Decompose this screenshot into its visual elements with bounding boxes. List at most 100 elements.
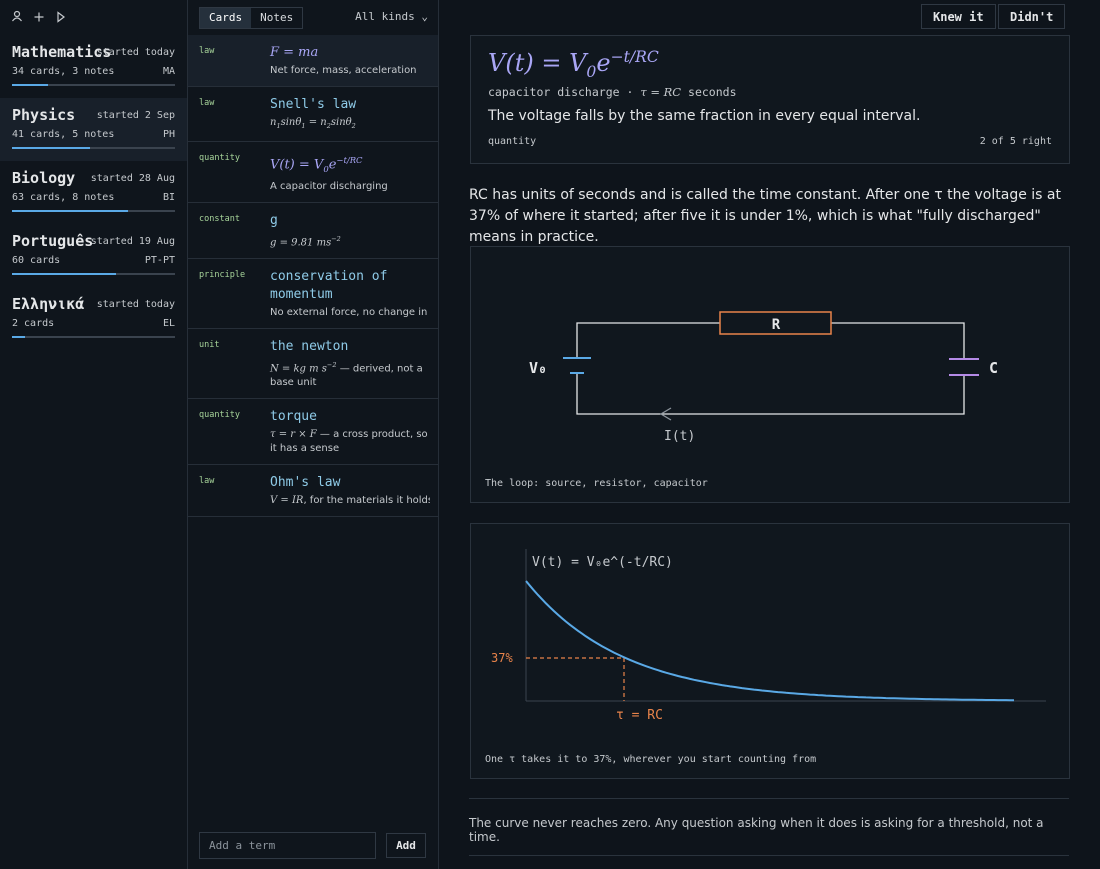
card-row[interactable]: principle conservation of momentum No exte… xyxy=(188,259,438,329)
card-kind: law xyxy=(199,46,215,56)
card-row[interactable]: constant g g = 9.81 ms−2 xyxy=(188,203,438,260)
add-button[interactable]: Add xyxy=(386,833,426,858)
deck-row[interactable]: Ελληνικά started today 2 cards EL xyxy=(0,287,187,350)
didnt-button[interactable]: Didn't xyxy=(998,4,1066,29)
deck-count: 41 cards, 5 notes xyxy=(12,129,115,140)
deck-count: 63 cards, 8 notes xyxy=(12,192,115,203)
level-label: 37% xyxy=(491,651,513,665)
progress-track xyxy=(12,336,175,338)
math-part: −2 xyxy=(326,361,337,369)
card-row[interactable]: law Ohm's law V = IR, for the materials it… xyxy=(188,465,438,517)
source-label: V₀ xyxy=(529,359,547,377)
card-term: Snell's law xyxy=(270,97,357,112)
deck-name: Mathematics xyxy=(12,43,112,61)
deck-row[interactable]: Biology started 28 Aug 63 cards, 8 notes BI xyxy=(0,161,187,224)
decay-graph: V(t) = V₀e^(-t/RC) 37% τ = RC One τ take… xyxy=(470,523,1070,779)
tab[interactable]: Notes xyxy=(260,11,294,24)
card-row[interactable]: law F = ma Net force, mass, acceleration xyxy=(188,35,438,87)
card-list-pane: Cards Notes All kinds ⌄ law F = ma Net forc… xyxy=(188,0,439,869)
math-part: 1 xyxy=(301,122,306,130)
card-desc: V = IR, for the materials it holds in xyxy=(270,494,430,508)
card-kind: constant xyxy=(199,214,240,224)
card-term: torque xyxy=(270,409,317,424)
deck-code: EL xyxy=(162,318,175,329)
math-part: sinθ xyxy=(280,117,302,128)
toolbar-icons[interactable] xyxy=(0,0,80,30)
deck-sidebar: Mathematics started today 34 cards, 3 note… xyxy=(0,0,188,869)
circuit-caption: The loop: source, resistor, capacitor xyxy=(485,478,708,489)
card-row[interactable]: unit the newton N = kg m s−2 — derived, no… xyxy=(188,329,438,400)
review-card: V(t) = V0e−t/RC capacitor discharge · τ … xyxy=(470,35,1070,164)
card-subtitle: capacitor discharge · τ = RC seconds xyxy=(488,85,737,99)
resistor xyxy=(719,311,832,335)
graph-caption: One τ takes it to 37%, wherever you star… xyxy=(485,754,816,765)
tabs: Cards Notes xyxy=(199,7,304,29)
card-row[interactable]: quantity torque τ = r × F — a cross produc… xyxy=(188,399,438,465)
score: 2 of 5 right xyxy=(979,136,1052,147)
math-part: −t/RC xyxy=(336,155,363,165)
math-part: N = kg m s xyxy=(270,363,327,375)
deck-row[interactable]: Mathematics started today 34 cards, 3 note… xyxy=(0,35,187,98)
text-part: Net force, mass, acceleration xyxy=(270,65,417,76)
card-kind: unit xyxy=(199,340,220,350)
card-desc: N = kg m s−2 — derived, not a base unit xyxy=(270,358,430,390)
filter-label: All kinds xyxy=(355,10,415,23)
progress-fill xyxy=(12,84,48,86)
math-part: −t/RC xyxy=(610,48,659,66)
card-term: g xyxy=(270,213,278,228)
time-label: τ = RC xyxy=(616,708,663,723)
card-desc: A capacitor discharging xyxy=(270,180,430,194)
math-part: 2 xyxy=(351,122,356,130)
deck-code: BI xyxy=(162,192,175,203)
math-part: V(t) = V xyxy=(270,157,324,173)
decay-curve xyxy=(525,580,1014,702)
text-part: seconds xyxy=(681,85,737,99)
card-term: Ohm's law xyxy=(270,475,341,490)
tab[interactable]: Cards xyxy=(200,8,252,28)
card-row[interactable]: quantity V(t) = V0e−t/RC A capacitor disch… xyxy=(188,142,438,203)
math-part: τ = RC xyxy=(640,85,682,99)
resistor-label: R xyxy=(772,317,781,333)
math-part: 0 xyxy=(323,163,329,174)
card-desc: τ = r × F — a cross product, so it has a… xyxy=(270,428,430,456)
math-part: = n xyxy=(305,117,327,128)
deck-name: Physics xyxy=(12,106,76,124)
card-row[interactable]: law Snell's law n1sinθ1 = n2sinθ2 xyxy=(188,87,438,142)
text-part: No external force, no change in p xyxy=(270,307,430,318)
deck-started: started 2 Sep xyxy=(96,110,175,121)
text-part: A capacitor discharging xyxy=(270,180,388,192)
text-part: , for the materials it holds in xyxy=(303,495,430,506)
deck-name: Biology xyxy=(12,169,76,187)
progress-fill xyxy=(12,210,128,212)
kind-filter[interactable]: All kinds ⌄ xyxy=(355,10,428,23)
math-part: 0 xyxy=(586,62,597,81)
text-part: — derived, not a base unit xyxy=(270,363,423,389)
math-part: g = 9.81 ms xyxy=(270,237,332,249)
card-term: V(t) = V0e−t/RC xyxy=(270,151,430,178)
deck-started: started 28 Aug xyxy=(90,173,175,184)
deck-name: Português xyxy=(12,232,94,250)
deck-row[interactable]: Português started 19 Aug 60 cards PT-PT xyxy=(0,224,187,287)
card-kind: quantity xyxy=(199,153,240,163)
card-term: the newton xyxy=(270,339,349,354)
card-kind: principle xyxy=(199,270,246,280)
deck-count: 34 cards, 3 notes xyxy=(12,66,115,77)
formula: V(t) = V0e−t/RC xyxy=(488,48,659,81)
knew-button[interactable]: Knew it xyxy=(921,4,996,29)
explanation-paragraph: RC has units of seconds and is called th… xyxy=(469,187,1061,245)
math-part: −2 xyxy=(331,235,341,243)
capacitor xyxy=(949,358,979,376)
deck-row[interactable]: Physics started 2 Sep 41 cards, 5 notes PH xyxy=(0,98,187,161)
circuit-diagram: R V₀ C I(t) The loop: source, resistor, … xyxy=(470,246,1070,503)
progress-track xyxy=(12,210,175,212)
deck-count: 60 cards xyxy=(12,255,61,266)
graph-equation: V(t) = V₀e^(-t/RC) xyxy=(532,555,673,570)
math-part: e xyxy=(328,157,337,173)
deck-code: PT-PT xyxy=(144,255,175,266)
add-term-input[interactable]: Add a term xyxy=(199,832,376,859)
card-kind: law xyxy=(199,98,215,108)
progress-fill xyxy=(12,336,26,338)
deck-started: started today xyxy=(96,47,175,58)
math-part: F = ma xyxy=(270,45,319,60)
progress-fill xyxy=(12,147,91,149)
